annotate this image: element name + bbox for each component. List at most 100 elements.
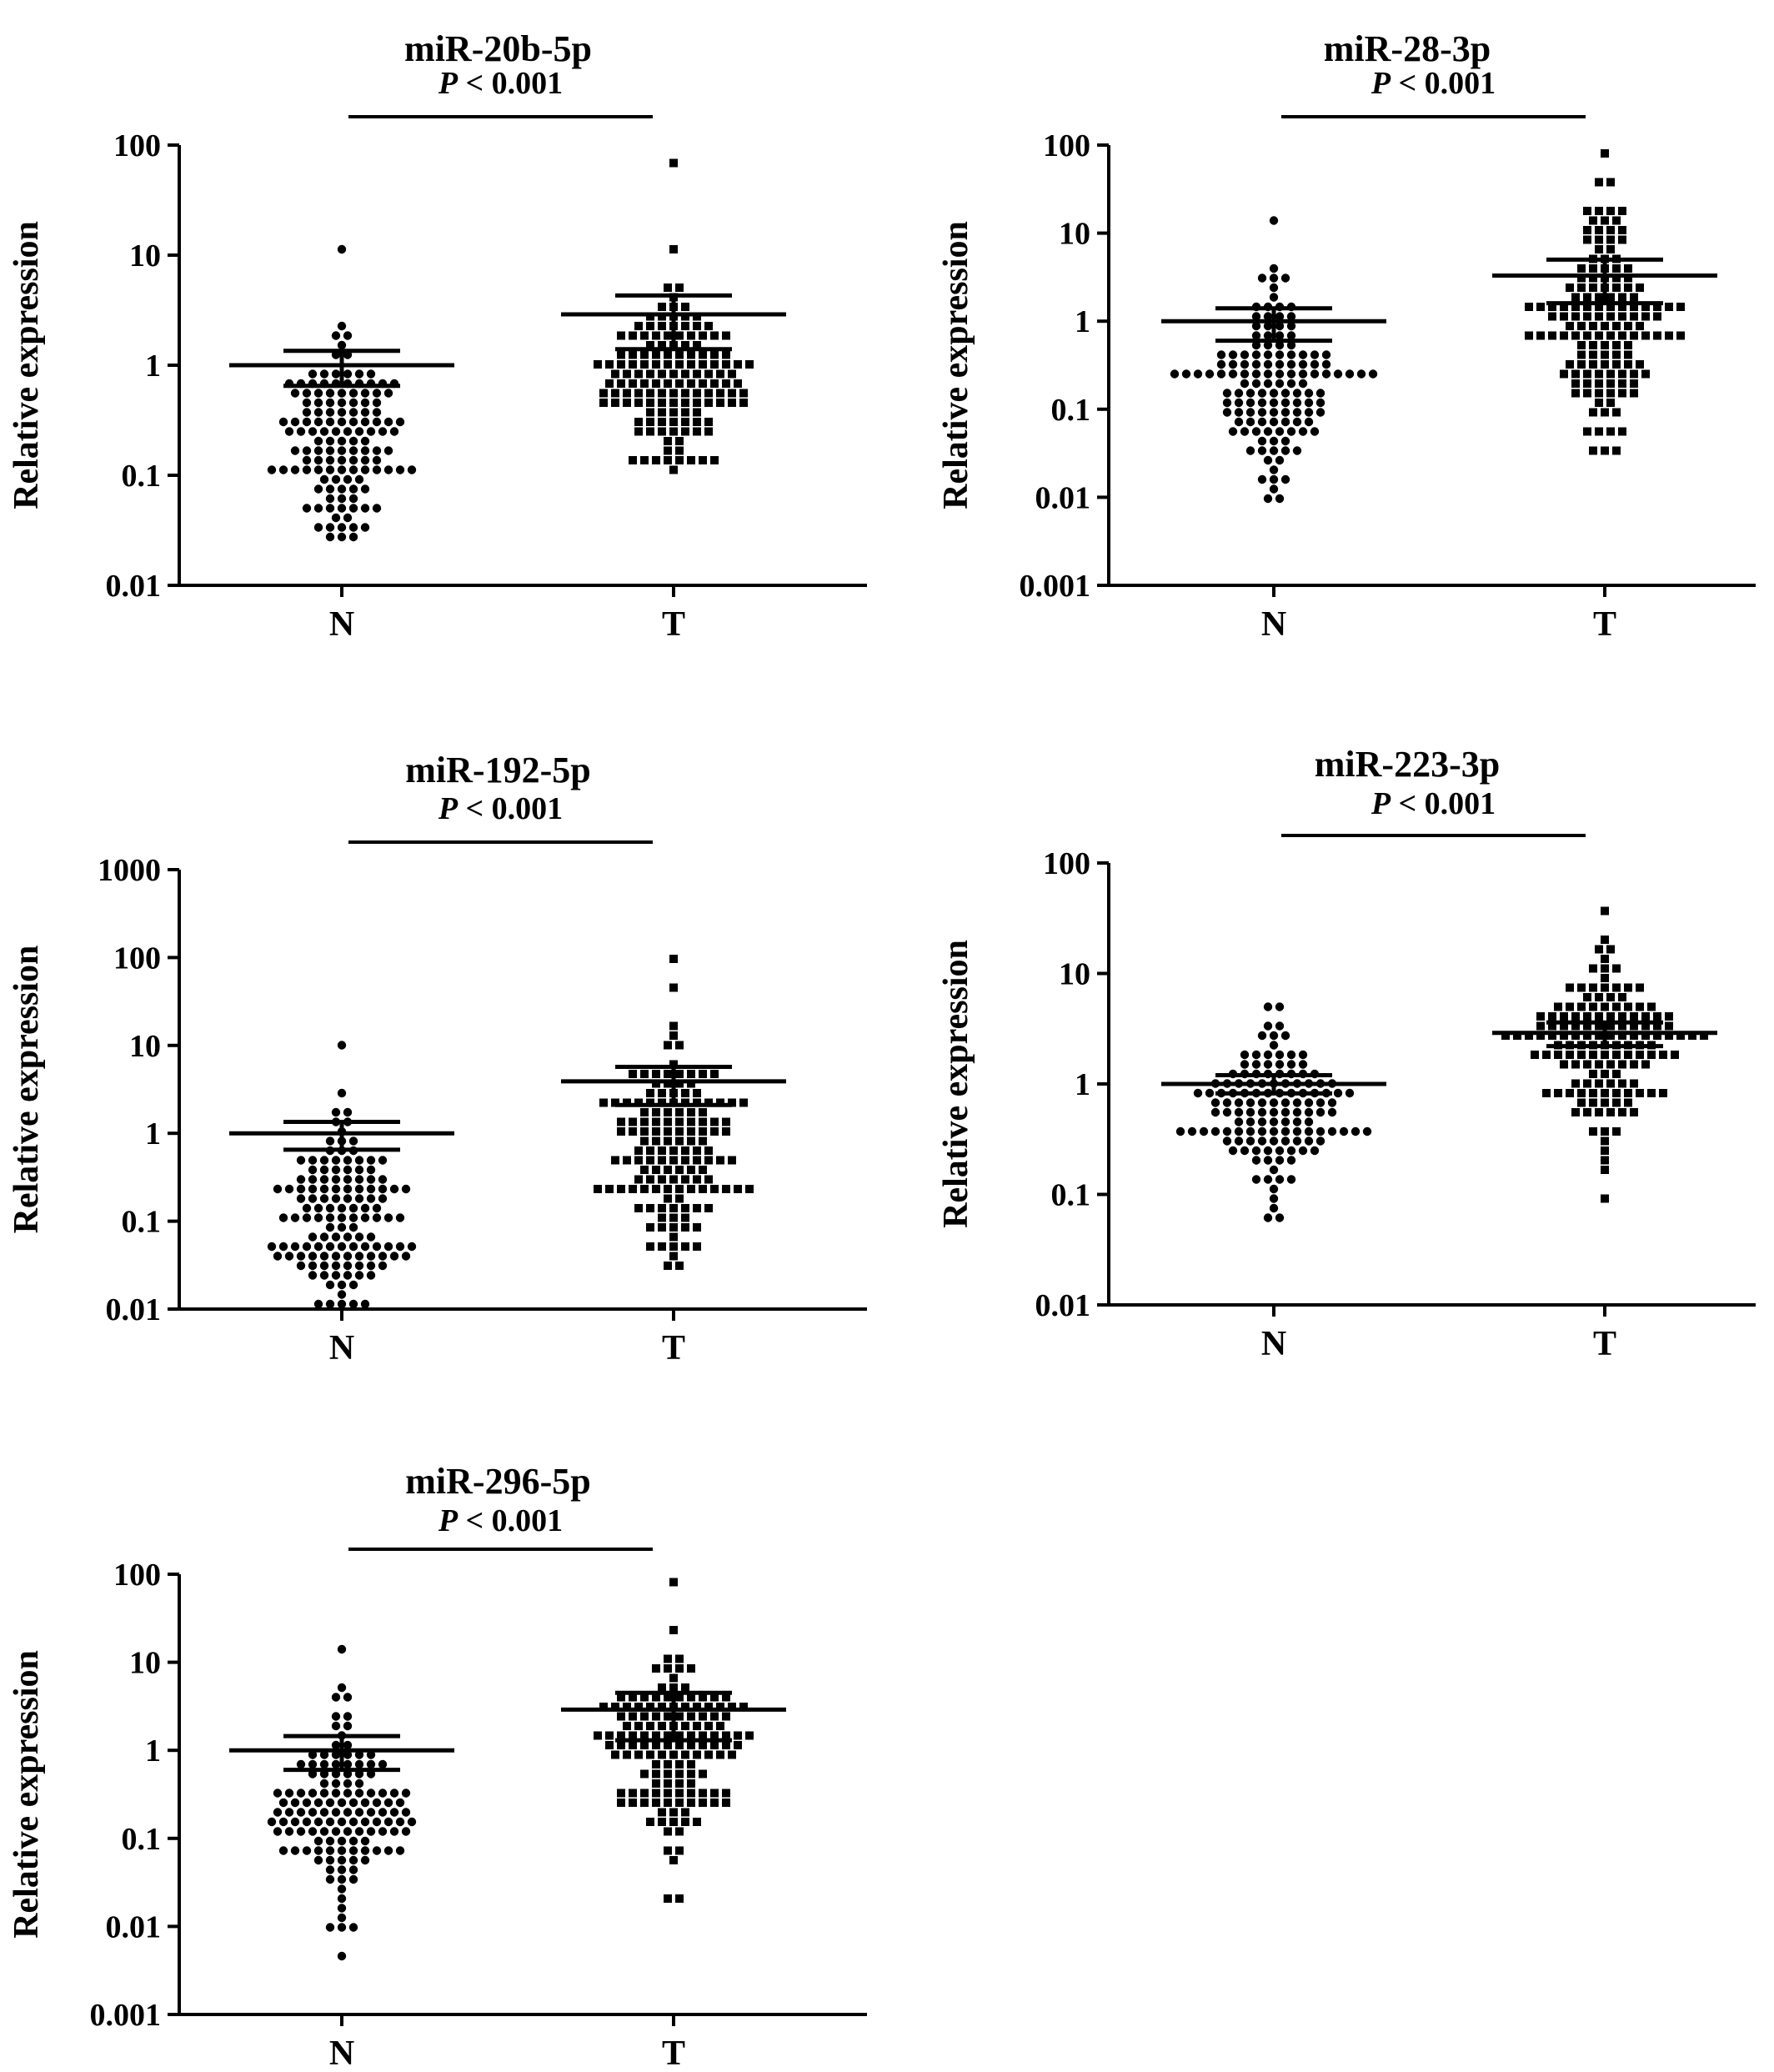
data-point [1315,1107,1325,1117]
data-point [302,1798,312,1808]
data-point [1653,303,1661,311]
data-point [1624,264,1632,273]
data-point [1263,1146,1273,1156]
data-point [704,1703,713,1711]
data-point [1601,1166,1609,1174]
data-point [1577,341,1586,349]
y-tick-label: 1000 [98,853,161,888]
data-point [687,1712,695,1721]
data-point [389,1252,399,1261]
data-point [1216,369,1226,379]
data-point [366,1827,376,1836]
data-point [1275,1175,1285,1184]
data-point [313,1203,323,1213]
data-point [354,1165,364,1175]
data-point [664,1070,672,1078]
data-point [337,1041,347,1050]
data-point [1601,446,1609,455]
data-point [1315,1098,1325,1107]
data-point [640,1789,649,1798]
data-point [354,1750,364,1759]
data-point [669,427,678,436]
data-point [1671,1051,1679,1059]
data-point [1222,398,1232,408]
data-point [634,369,643,379]
data-point [623,399,631,407]
data-point [1601,936,1609,944]
data-point [331,1175,341,1184]
data-point [669,408,678,417]
data-point [337,504,347,513]
data-point [1601,955,1609,963]
data-point [1222,408,1232,417]
data-point [348,1836,358,1846]
data-point [354,1827,364,1836]
data-point [646,369,654,379]
data-point [675,1760,684,1768]
data-point [395,1817,405,1827]
data-point [348,398,358,408]
data-point [325,504,335,513]
data-point [640,1166,649,1174]
data-point [319,474,329,484]
data-point [675,379,684,388]
data-point [1595,993,1603,1001]
data-point [1263,369,1273,379]
data-point [652,1799,660,1807]
data-point [360,1203,370,1213]
data-point [664,1779,672,1788]
data-point [664,1117,672,1126]
data-point [348,484,358,494]
data-point [1595,245,1603,253]
data-point [1566,1089,1574,1097]
data-point [669,1175,678,1184]
data-point [681,1703,689,1711]
data-point [331,474,341,484]
data-point [675,1136,684,1146]
data-point [325,446,335,455]
data-point [1571,331,1580,340]
data-point [646,427,654,436]
data-point [1601,1194,1609,1203]
data-point [722,1117,730,1126]
data-point [360,1242,370,1252]
data-point [366,1252,376,1261]
data-point [343,427,353,436]
data-point [669,1223,678,1232]
data-point [1304,389,1314,398]
data-point [1566,283,1574,292]
data-point [366,1184,376,1194]
data-point [1257,389,1267,398]
data-point [1269,1107,1279,1117]
data-point [1228,350,1238,359]
data-point [1647,1089,1656,1097]
data-point [1630,1060,1638,1069]
data-point [652,1185,660,1193]
data-point [1234,1117,1244,1126]
data-point [675,437,684,445]
data-point [1601,1156,1609,1165]
data-point [734,1185,742,1193]
data-point [360,504,370,513]
data-point [664,1108,672,1116]
chart-panel-1: miR-20b-5pP < 0.001 0.01 0.1 1 10 100 N T Relati… [8,28,867,644]
data-point [337,398,347,408]
data-point [693,389,701,398]
significance-text: < 0.001 [458,66,563,101]
data-point [699,1127,707,1136]
data-point [284,1252,294,1261]
data-point [693,408,701,417]
data-point [704,399,713,407]
data-point [302,389,312,398]
data-point [1536,1021,1545,1031]
data-point [1286,331,1296,340]
data-point [325,484,335,494]
data-point [296,1759,306,1769]
data-point [1676,331,1685,340]
data-point [617,1741,625,1749]
data-point [664,350,672,359]
data-point [1275,359,1285,369]
data-point [331,1789,341,1798]
data-point [1280,474,1290,484]
data-point [716,399,724,407]
